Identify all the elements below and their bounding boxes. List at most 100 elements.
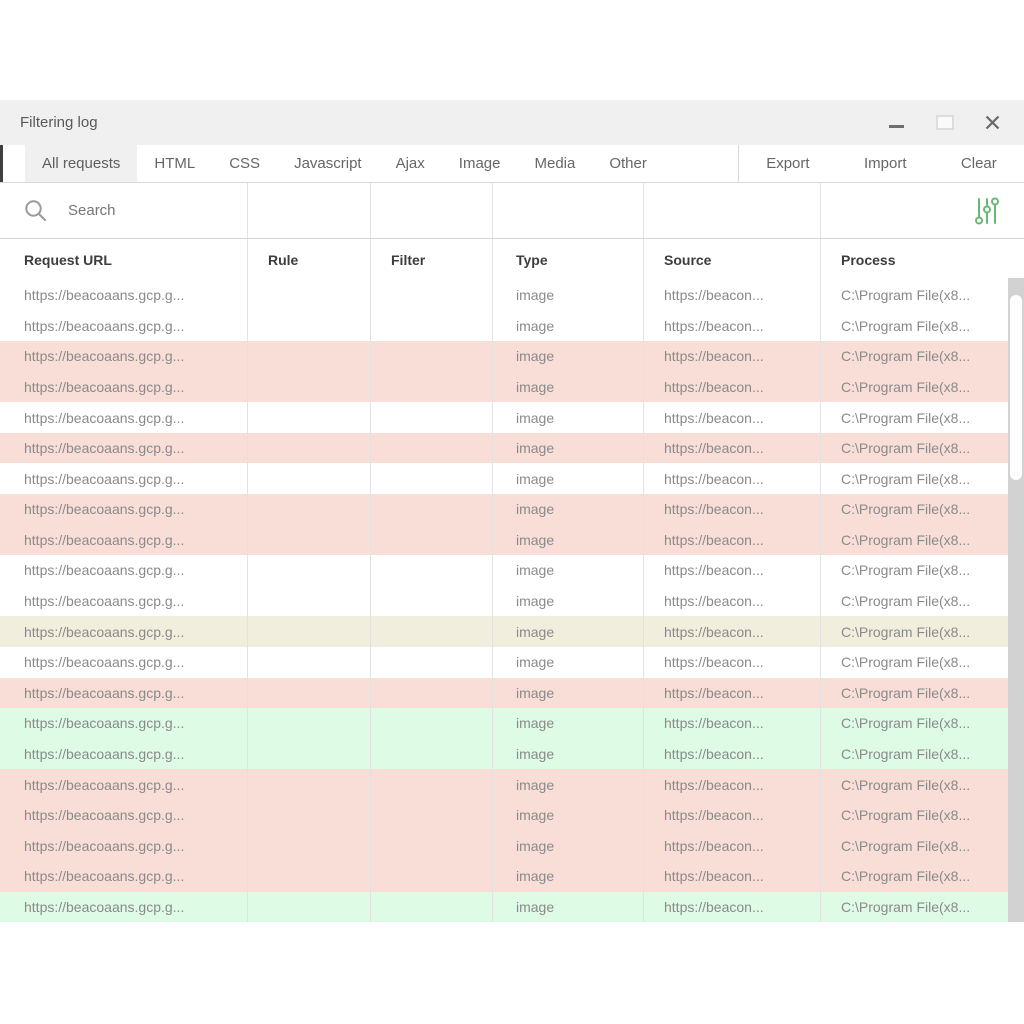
cell-filter [370,555,492,586]
clear-button[interactable]: Clear [953,145,1005,182]
table-row[interactable]: https://beacoaans.gcp.g... image https:/… [0,891,1024,923]
tab-html[interactable]: HTML [137,145,212,182]
minimize-icon [889,125,904,128]
table-body: https://beacoaans.gcp.g... image https:/… [0,280,1024,923]
table-row[interactable]: https://beacoaans.gcp.g... image https:/… [0,677,1024,709]
cell-request-url: https://beacoaans.gcp.g... [24,807,185,824]
table-row[interactable]: https://beacoaans.gcp.g... image https:/… [0,769,1024,800]
table-row[interactable]: https://beacoaans.gcp.g... image https:/… [0,494,1024,525]
cell-source: https://beacon... [643,341,820,372]
cell-type: image [492,280,643,311]
cell-process: C:\Program File(x8... [820,738,1008,770]
source-filter-section[interactable] [643,183,820,238]
cell-source: https://beacon... [643,310,820,342]
table-row[interactable]: https://beacoaans.gcp.g... image https:/… [0,646,1024,678]
cell-rule [247,432,370,464]
table-row[interactable]: https://beacoaans.gcp.g... image https:/… [0,799,1024,831]
table-header: Request URL Rule Filter Type Source Proc… [0,238,1024,280]
cell-rule [247,494,370,525]
cell-filter [370,310,492,342]
cell-request-url: https://beacoaans.gcp.g... [24,776,185,793]
filter-filter-section[interactable] [370,183,492,238]
tab-css[interactable]: CSS [212,145,277,182]
cell-process: C:\Program File(x8... [820,585,1008,617]
cell-process: C:\Program File(x8... [820,616,1008,647]
cell-filter [370,402,492,433]
type-filter-section[interactable] [492,183,643,238]
cell-filter [370,463,492,495]
tab-media[interactable]: Media [517,145,592,182]
tab-other[interactable]: Other [592,145,664,182]
window-title: Filtering log [20,114,98,131]
cell-request-url: https://beacoaans.gcp.g... [24,654,185,671]
table-row[interactable]: https://beacoaans.gcp.g... image https:/… [0,310,1024,342]
tab-ajax[interactable]: Ajax [379,145,442,182]
table-row[interactable]: https://beacoaans.gcp.g... image https:/… [0,280,1024,311]
table-row[interactable]: https://beacoaans.gcp.g... image https:/… [0,341,1024,372]
search-section [0,183,247,238]
table-row[interactable]: https://beacoaans.gcp.g... image https:/… [0,585,1024,617]
tab-javascript[interactable]: Javascript [277,145,379,182]
column-header-rule[interactable]: Rule [247,239,370,280]
column-header-request-url[interactable]: Request URL [24,251,112,268]
cell-request-url: https://beacoaans.gcp.g... [24,623,185,640]
cell-filter [370,585,492,617]
cell-request-url: https://beacoaans.gcp.g... [24,287,185,304]
table-row[interactable]: https://beacoaans.gcp.g... image https:/… [0,708,1024,739]
cell-type: image [492,830,643,861]
cell-type: image [492,677,643,709]
cell-filter [370,616,492,647]
cell-source: https://beacon... [643,494,820,525]
cell-type: image [492,555,643,586]
cell-type: image [492,310,643,342]
cell-rule [247,891,370,923]
cell-source: https://beacon... [643,463,820,495]
tab-all-requests[interactable]: All requests [25,145,138,182]
cell-rule [247,769,370,800]
table-row[interactable]: https://beacoaans.gcp.g... image https:/… [0,432,1024,464]
cell-type: image [492,402,643,433]
minimize-button[interactable] [887,113,906,132]
column-header-process[interactable]: Process [820,239,1008,280]
filter-row [0,183,1024,238]
cell-type: image [492,585,643,617]
cell-filter [370,494,492,525]
table-row[interactable]: https://beacoaans.gcp.g... image https:/… [0,830,1024,861]
cell-filter [370,738,492,770]
table-row[interactable]: https://beacoaans.gcp.g... image https:/… [0,402,1024,433]
table-row[interactable]: https://beacoaans.gcp.g... image https:/… [0,524,1024,556]
vertical-scrollbar[interactable] [1008,278,1024,922]
tab-label: All requests [42,155,121,172]
cell-process: C:\Program File(x8... [820,341,1008,372]
cell-rule [247,616,370,647]
import-button[interactable]: Import [856,145,915,182]
table-row[interactable]: https://beacoaans.gcp.g... image https:/… [0,371,1024,403]
cell-source: https://beacon... [643,799,820,831]
table-row[interactable]: https://beacoaans.gcp.g... image https:/… [0,616,1024,647]
table-row[interactable]: https://beacoaans.gcp.g... image https:/… [0,860,1024,892]
column-header-filter[interactable]: Filter [370,239,492,280]
cell-process: C:\Program File(x8... [820,799,1008,831]
tab-label: HTML [154,155,196,172]
cell-request-url: https://beacoaans.gcp.g... [24,470,185,487]
import-label: Import [863,155,907,172]
table-row[interactable]: https://beacoaans.gcp.g... image https:/… [0,555,1024,586]
export-button[interactable]: Export [758,145,817,182]
rule-filter-section[interactable] [247,183,370,238]
maximize-button[interactable] [935,113,954,132]
column-header-source[interactable]: Source [643,239,820,280]
column-header-type[interactable]: Type [492,239,643,280]
close-button[interactable] [983,113,1002,132]
filter-settings-button[interactable] [974,196,1000,226]
cell-process: C:\Program File(x8... [820,310,1008,342]
cell-rule [247,310,370,342]
cell-process: C:\Program File(x8... [820,860,1008,892]
search-input[interactable] [68,202,208,219]
tab-image[interactable]: Image [442,145,518,182]
cell-source: https://beacon... [643,769,820,800]
table-row[interactable]: https://beacoaans.gcp.g... image https:/… [0,463,1024,495]
table-row[interactable]: https://beacoaans.gcp.g... image https:/… [0,738,1024,770]
scrollbar-thumb[interactable] [1010,295,1022,480]
tab-label: Image [458,155,501,172]
cell-rule [247,860,370,892]
